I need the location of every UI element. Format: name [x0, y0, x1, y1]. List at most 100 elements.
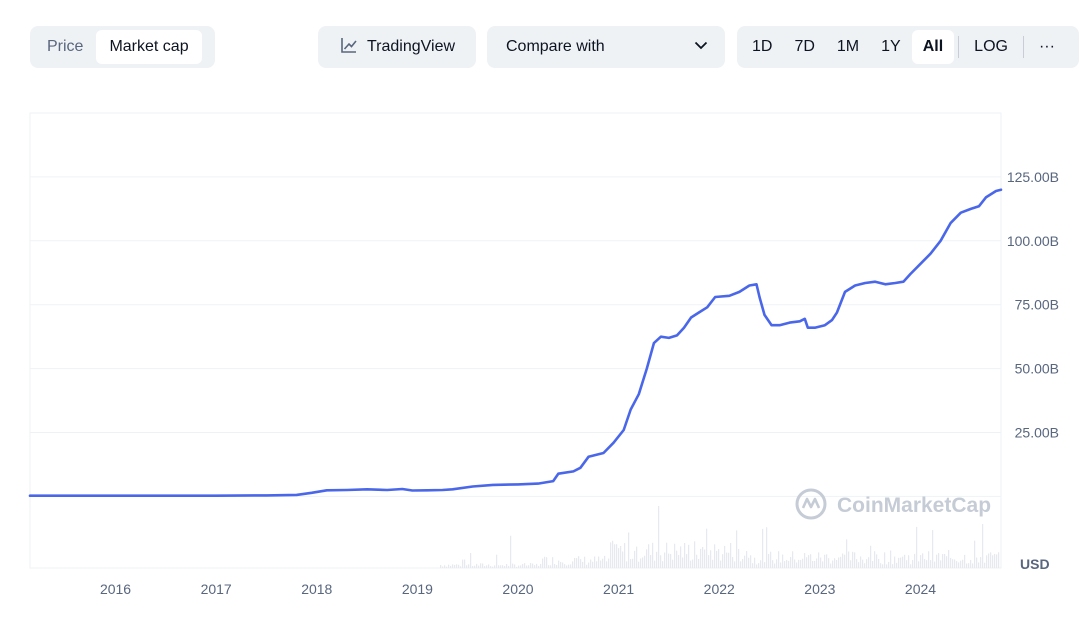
- volume-bar: [690, 560, 692, 568]
- volume-bar: [486, 565, 488, 568]
- volume-bar: [492, 566, 494, 568]
- volume-bar: [698, 558, 700, 568]
- volume-bar: [444, 565, 446, 568]
- volume-bar: [958, 562, 960, 568]
- volume-bar: [724, 545, 726, 568]
- volume-bar: [522, 564, 524, 568]
- range-all[interactable]: All: [911, 30, 955, 64]
- volume-bar: [804, 553, 806, 568]
- volume-bar: [796, 562, 798, 568]
- volume-bar: [824, 554, 826, 568]
- y-tick-label: 75.00B: [1015, 297, 1059, 313]
- volume-bar: [758, 563, 760, 568]
- volume-bar: [574, 557, 576, 568]
- volume-bar: [654, 560, 656, 568]
- volume-bar: [964, 554, 966, 568]
- volume-bar: [888, 561, 890, 568]
- range-7d[interactable]: 7D: [794, 38, 815, 55]
- y-tick-label: 25.00B: [1015, 425, 1059, 441]
- volume-bar: [634, 550, 636, 568]
- volume-bar: [950, 557, 952, 568]
- volume-bar: [866, 559, 868, 568]
- volume-bar: [928, 551, 930, 568]
- volume-bar: [450, 565, 452, 568]
- volume-bar: [684, 542, 686, 568]
- tab-price[interactable]: Price: [47, 38, 84, 55]
- more-options-button[interactable]: ···: [1038, 38, 1055, 55]
- volume-bar: [816, 558, 818, 568]
- volume-bar: [956, 561, 958, 568]
- volume-bar: [934, 561, 936, 568]
- volume-bar: [618, 548, 620, 568]
- volume-bar: [868, 557, 870, 568]
- volume-bar: [832, 560, 834, 568]
- tradingview-label: TradingView: [366, 38, 456, 55]
- volume-bar: [650, 554, 652, 568]
- volume-bar: [884, 552, 886, 568]
- volume-bar: [930, 560, 932, 568]
- volume-bar: [700, 548, 702, 568]
- tab-market-cap[interactable]: Market cap: [96, 30, 202, 64]
- volume-bar: [822, 561, 824, 568]
- volume-bar: [750, 555, 752, 568]
- volume-bar: [852, 551, 854, 568]
- volume-bar: [978, 562, 980, 568]
- volume-bar: [546, 557, 548, 568]
- volume-bar: [504, 565, 506, 568]
- volume-bar: [588, 562, 590, 568]
- volume-bar: [476, 563, 478, 568]
- volume-bar: [806, 557, 808, 568]
- volume-bar: [908, 555, 910, 568]
- range-1m[interactable]: 1M: [836, 38, 860, 55]
- volume-bar: [490, 566, 492, 568]
- compare-with-dropdown[interactable]: Compare with: [487, 26, 725, 68]
- volume-bar: [548, 565, 550, 568]
- watermark: CoinMarketCap: [795, 488, 991, 520]
- volume-bar: [802, 558, 804, 568]
- volume-bar: [710, 550, 712, 568]
- volume-bar: [916, 526, 918, 568]
- coinmarketcap-logo-icon: [795, 488, 827, 520]
- volume-bar: [578, 556, 580, 568]
- log-scale-toggle[interactable]: LOG: [974, 38, 1008, 55]
- volume-bar: [528, 565, 530, 568]
- volume-bar: [898, 557, 900, 568]
- volume-bar: [834, 558, 836, 568]
- volume-bar: [606, 561, 608, 568]
- volume-bar: [506, 564, 508, 568]
- volume-bar: [952, 559, 954, 568]
- volume-bar: [498, 565, 500, 568]
- volume-bar: [658, 506, 660, 568]
- volume-bar: [730, 542, 732, 568]
- volume-bar: [902, 556, 904, 568]
- volume-bar: [846, 539, 848, 568]
- volume-bar: [488, 564, 490, 568]
- volume-bar: [452, 564, 454, 568]
- tradingview-button[interactable]: TradingView: [318, 26, 476, 68]
- volume-bar: [642, 557, 644, 568]
- volume-bar: [828, 558, 830, 568]
- volume-bar: [612, 540, 614, 568]
- volume-bar: [632, 558, 634, 568]
- volume-bar: [664, 552, 666, 568]
- volume-bars: [440, 506, 1000, 568]
- range-1d[interactable]: 1D: [752, 38, 773, 55]
- volume-bar: [712, 559, 714, 568]
- time-range-selector: 1D 7D 1M 1Y All LOG ···: [737, 26, 1079, 68]
- volume-bar: [520, 565, 522, 568]
- volume-bar: [778, 551, 780, 568]
- volume-bar: [738, 548, 740, 568]
- volume-bar: [602, 558, 604, 568]
- volume-bar: [790, 557, 792, 568]
- volume-bar: [926, 560, 928, 568]
- range-1y[interactable]: 1Y: [881, 38, 901, 55]
- volume-bar: [792, 551, 794, 568]
- divider: [1022, 36, 1024, 58]
- volume-bar: [864, 563, 866, 568]
- volume-bar: [720, 560, 722, 568]
- volume-bar: [608, 558, 610, 568]
- volume-bar: [456, 564, 458, 568]
- volume-bar: [840, 556, 842, 568]
- x-tick-label: 2021: [603, 581, 634, 597]
